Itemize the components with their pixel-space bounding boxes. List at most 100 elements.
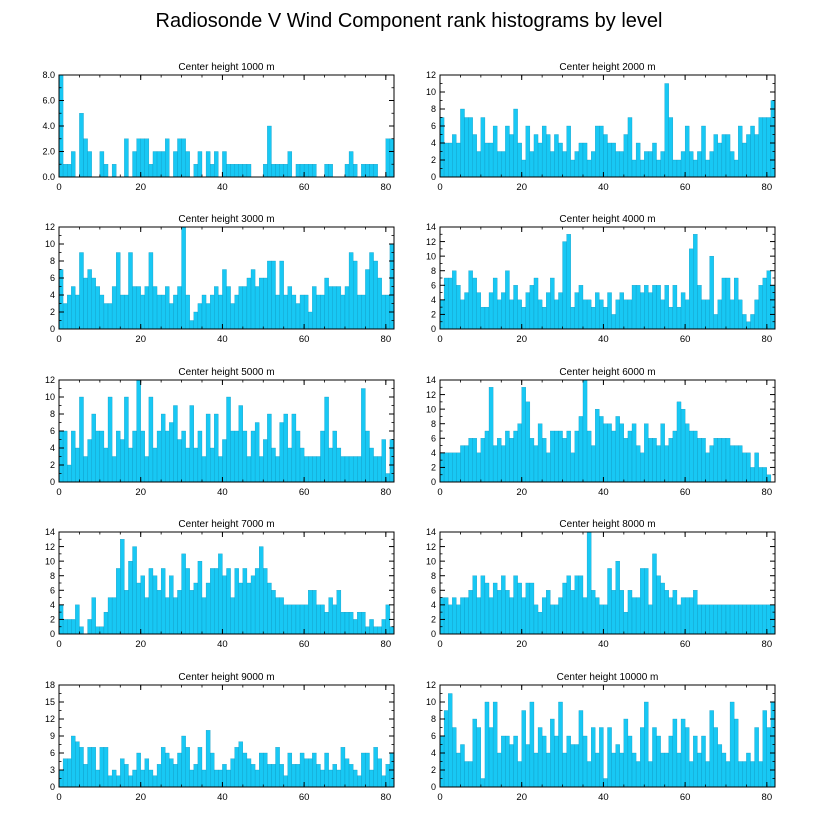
bar [713, 438, 718, 483]
bar [214, 151, 219, 178]
bar [373, 747, 378, 788]
bar [238, 286, 243, 330]
bar [476, 452, 482, 483]
bar [635, 445, 641, 483]
bar [754, 134, 759, 178]
bar [509, 134, 514, 178]
x-tick-label: 0 [56, 487, 61, 498]
bar [460, 744, 465, 788]
bar [389, 439, 395, 483]
bar [468, 117, 473, 178]
bar [729, 151, 735, 178]
x-tick-label: 0 [56, 639, 61, 650]
bar [79, 113, 84, 178]
bar [558, 597, 563, 635]
bar [750, 314, 755, 330]
y-tick-label: 0 [50, 477, 55, 487]
bar [754, 727, 759, 788]
bar [660, 582, 665, 635]
y-tick-label: 12 [45, 375, 55, 385]
bar [680, 151, 686, 178]
bar [676, 306, 682, 330]
bar [697, 438, 702, 483]
bar [758, 285, 763, 330]
bar [652, 727, 657, 788]
bar [107, 396, 113, 483]
bar [733, 604, 739, 635]
y-tick-label: 6 [50, 273, 55, 283]
bar [295, 164, 301, 178]
bar [348, 151, 354, 178]
y-tick-label: 4 [431, 295, 436, 305]
bar [476, 151, 482, 178]
bar [177, 138, 182, 178]
x-tick-label: 80 [381, 182, 392, 193]
bar [484, 701, 490, 788]
bar [124, 764, 129, 788]
bar [537, 727, 543, 788]
y-tick-label: 6 [431, 280, 436, 290]
bar [193, 764, 199, 788]
y-tick-label: 8 [50, 409, 55, 419]
bar [578, 142, 584, 178]
bar [623, 134, 629, 178]
bar [570, 452, 575, 483]
bar [291, 764, 297, 788]
bar [120, 758, 125, 788]
bar [725, 761, 731, 788]
bar [71, 430, 76, 483]
bar [205, 730, 211, 788]
bar [385, 473, 391, 483]
bar [537, 142, 543, 178]
y-tick-label: 6 [50, 748, 55, 758]
bar [586, 430, 592, 483]
bar [173, 405, 178, 483]
bar [95, 430, 101, 483]
bar [456, 285, 461, 330]
bar [152, 286, 158, 330]
bar [468, 590, 473, 635]
bar [448, 142, 453, 178]
bar [448, 277, 453, 330]
x-tick-label: 20 [135, 639, 146, 650]
bar [160, 568, 166, 635]
bar [124, 590, 129, 635]
bar [729, 701, 735, 788]
bar [303, 604, 309, 635]
bar [230, 430, 235, 483]
bar [586, 761, 592, 788]
bar [124, 396, 129, 483]
bar [205, 413, 211, 483]
bar [259, 752, 264, 788]
bar [250, 575, 256, 635]
bar [226, 568, 231, 635]
y-tick-label: 0 [431, 782, 436, 792]
bar [197, 560, 203, 635]
bar [644, 423, 649, 483]
bar [472, 277, 477, 330]
bar [554, 299, 559, 330]
bar [210, 752, 215, 788]
bar [144, 138, 150, 178]
bar [611, 752, 616, 788]
bar [87, 269, 92, 330]
bar [295, 303, 301, 330]
bar [83, 456, 88, 483]
bar [79, 252, 84, 330]
bar [263, 277, 268, 330]
x-tick-label: 80 [381, 792, 392, 803]
bar [541, 597, 547, 635]
bar [713, 727, 718, 788]
bar [120, 539, 125, 635]
chart-panel-5: Center height 5000 m 0 20 40 60 80 0 2 4 6 8 10 12 [45, 367, 395, 498]
bar [250, 430, 256, 483]
bar [348, 252, 354, 330]
bar [234, 568, 239, 635]
bar [725, 277, 731, 330]
bar [713, 314, 718, 330]
bar [746, 752, 751, 788]
bar [336, 286, 342, 330]
bar [210, 164, 215, 178]
x-tick-label: 20 [516, 334, 527, 345]
bar [352, 164, 358, 178]
